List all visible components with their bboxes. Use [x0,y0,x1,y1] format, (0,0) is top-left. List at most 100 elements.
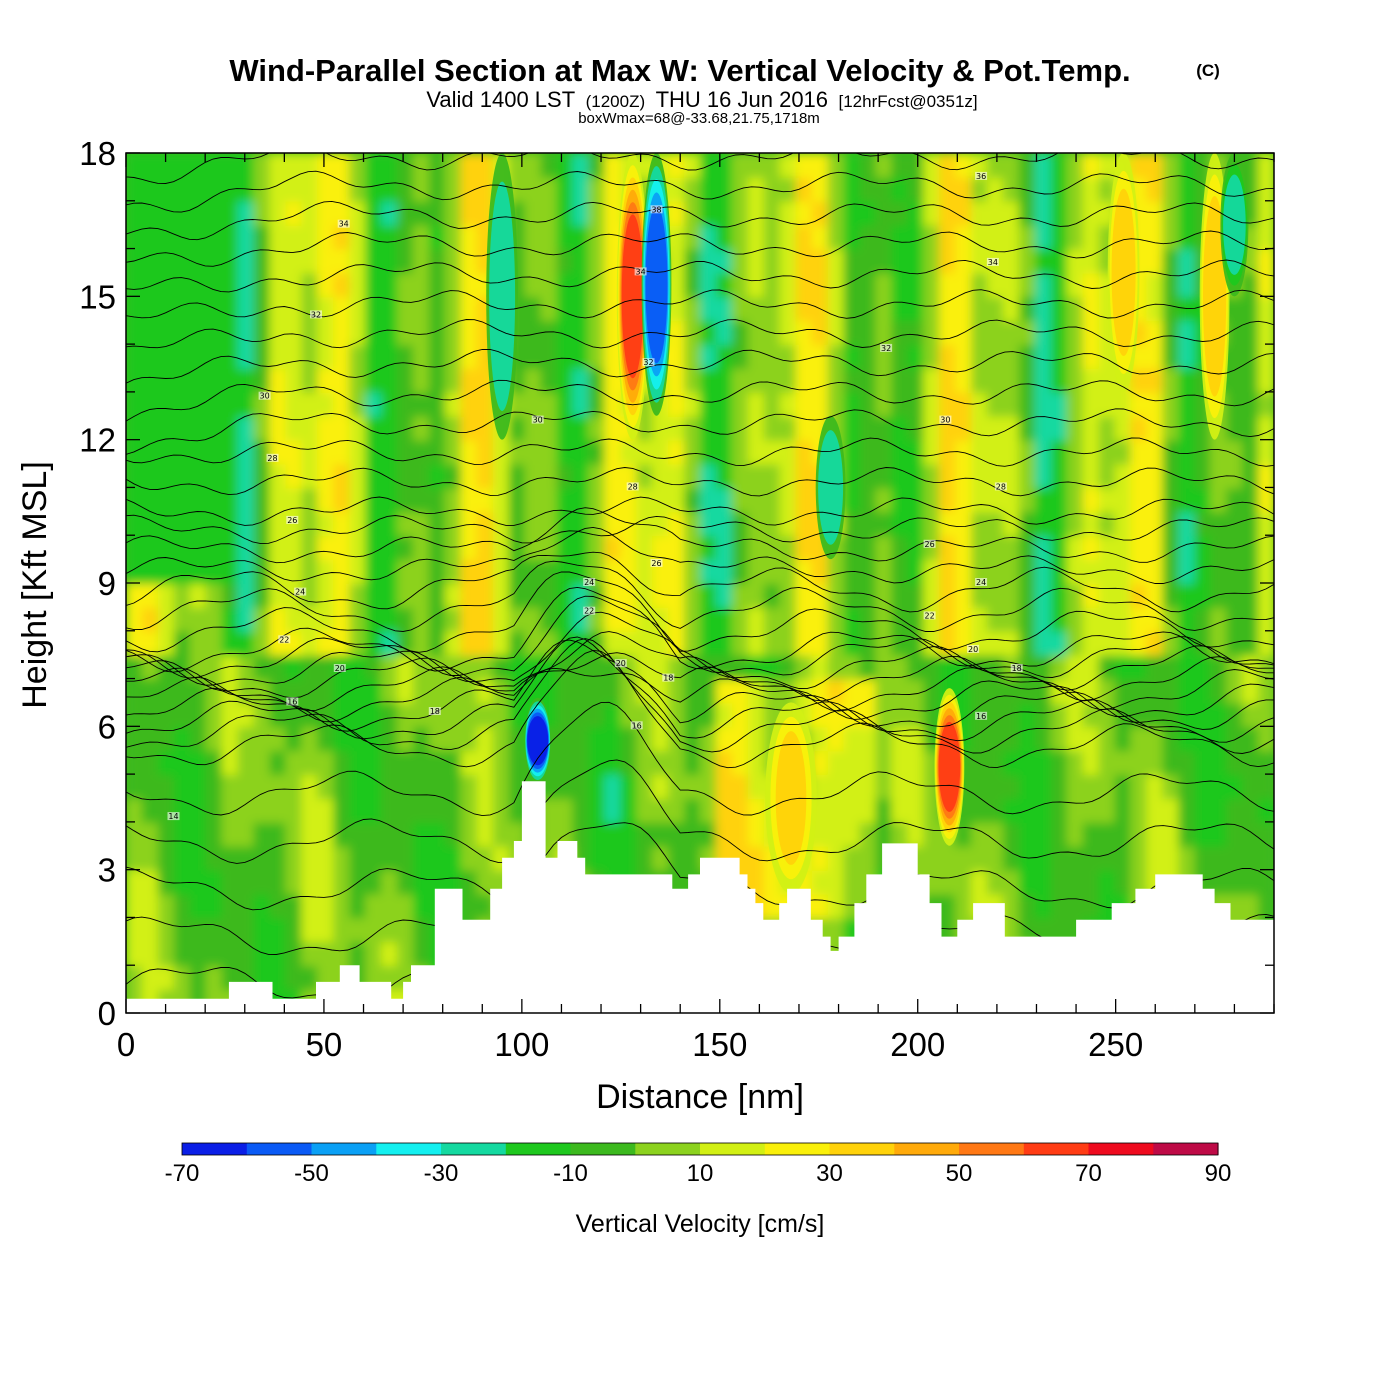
velocity-cell [205,487,223,513]
velocity-cell [1178,368,1196,393]
velocity-cell [157,774,175,799]
velocity-cell [381,415,398,441]
velocity-cell [1146,487,1164,513]
velocity-cell [811,845,829,871]
velocity-cell [556,224,574,250]
velocity-cell [285,415,303,441]
velocity-cell [237,368,255,393]
velocity-cell [811,630,829,656]
velocity-cell [971,248,988,274]
velocity-cell [269,965,287,991]
velocity-cell [126,726,143,752]
velocity-cell [460,296,478,322]
velocity-cell [428,439,446,465]
velocity-cell [923,344,941,369]
velocity-cell [715,654,733,680]
velocity-cell [476,821,494,847]
velocity-cell [1178,224,1196,250]
velocity-cell [237,248,255,274]
velocity-cell [189,296,207,322]
contour-label-bg [266,453,279,462]
velocity-cell [157,702,175,728]
velocity-cell [923,630,941,656]
velocity-cell [747,296,765,322]
velocity-cell [157,606,175,632]
velocity-cell [987,821,1004,847]
velocity-cell [907,344,925,369]
velocity-cell [891,535,909,561]
velocity-cell [891,224,909,250]
velocity-cell [1130,750,1148,776]
velocity-cell [317,845,335,871]
velocity-cell [413,774,430,799]
velocity-cell [1242,415,1259,441]
theta-contour-line [126,200,1274,241]
colorbar-swatch [700,1143,766,1155]
velocity-cell [700,535,717,561]
velocity-cell [684,224,701,250]
velocity-cell [684,678,701,704]
velocity-cell [907,200,925,226]
velocity-cell [731,320,749,346]
velocity-cell [237,702,255,728]
velocity-cell [1050,248,1068,274]
velocity-cell [205,798,223,823]
velocity-cell [428,487,446,513]
velocity-cell [333,559,351,584]
velocity-cell [572,487,590,513]
colorbar-tick-label: -50 [294,1160,329,1187]
velocity-cell [381,344,398,369]
velocity-cell [620,583,638,608]
velocity-cell [859,487,877,513]
velocity-cell [253,583,271,608]
velocity-cell [269,606,287,632]
velocity-cell [1178,391,1196,417]
velocity-cell [1258,774,1274,799]
velocity-cell [1114,750,1132,776]
velocity-cell [444,559,462,584]
velocity-feature [818,430,844,545]
velocity-cell [636,702,654,728]
velocity-cell [827,654,845,680]
velocity-cell [221,272,239,298]
velocity-cell [1002,368,1020,393]
velocity-cell [1034,296,1052,322]
velocity-cell [1066,153,1084,178]
velocity-cell [1066,511,1084,537]
velocity-cell [397,535,414,561]
velocity-cell [875,630,893,656]
velocity-cell [333,726,351,752]
velocity-cell [126,463,143,489]
velocity-cell [365,344,383,369]
velocity-cell [444,821,462,847]
theta-contour-line [126,153,1274,184]
velocity-cell [588,821,606,847]
velocity-cell [1034,463,1052,489]
velocity-cell [524,606,542,632]
velocity-cell [987,439,1004,465]
velocity-cell [1162,272,1180,298]
velocity-cell [572,750,590,776]
velocity-cell [333,248,351,274]
velocity-cell [684,774,701,799]
velocity-cell [971,726,988,752]
velocity-cell [476,845,494,871]
velocity-cell [1258,798,1274,823]
velocity-cell [126,702,143,728]
velocity-cell [269,391,287,417]
velocity-cell [1130,702,1148,728]
contour-label: 16 [632,721,642,730]
velocity-cell [1258,153,1274,178]
velocity-cell [572,248,590,274]
velocity-cell [1098,487,1116,513]
velocity-feature [1203,195,1227,397]
velocity-cell [333,368,351,393]
velocity-cell [444,176,462,202]
velocity-cell [1034,678,1052,704]
velocity-cell [795,511,813,537]
velocity-cell [1258,487,1274,513]
velocity-cell [779,583,797,608]
velocity-cell [604,463,622,489]
contour-label: 22 [279,635,289,644]
contour-label: 18 [1012,664,1022,673]
